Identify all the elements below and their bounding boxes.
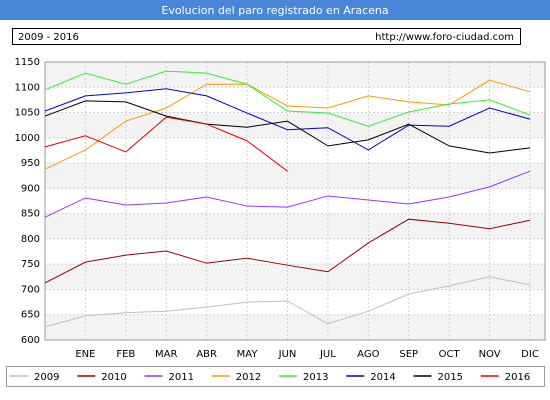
plot-band: [45, 163, 545, 189]
legend-label: 2011: [169, 372, 194, 383]
y-tick-label: 850: [21, 209, 40, 220]
y-tick-label: 1150: [15, 57, 40, 68]
info-box: [12, 28, 521, 45]
x-tick-label: MAR: [155, 349, 177, 360]
legend-label: 2015: [438, 372, 463, 383]
x-tick-label: ENE: [75, 349, 95, 360]
plot-band: [45, 314, 545, 340]
legend-label: 2010: [101, 372, 126, 383]
x-tick-label: JUL: [319, 349, 336, 360]
y-tick-label: 1050: [15, 108, 40, 119]
x-tick-label: NOV: [479, 349, 501, 360]
subtitle: 2009 - 2016: [18, 32, 79, 43]
plot-frame: [44, 61, 546, 341]
series-line: [44, 88, 531, 151]
series-line: [44, 100, 531, 154]
y-tick-label: 700: [21, 284, 40, 295]
y-tick-label: 800: [21, 234, 40, 245]
x-tick-label: DIC: [521, 349, 539, 360]
series-line: [44, 276, 531, 328]
x-tick-label: SEP: [399, 349, 418, 360]
series-line: [44, 218, 531, 284]
x-tick-label: ABR: [196, 349, 217, 360]
series-line: [44, 79, 531, 170]
x-tick-label: JUN: [278, 349, 297, 360]
series-line: [44, 70, 531, 127]
x-tick-label: AGO: [357, 349, 379, 360]
series-line: [44, 116, 288, 172]
plot-band: [45, 62, 545, 88]
source: http://www.foro-ciudad.com: [375, 32, 514, 43]
x-tick-label: MAY: [237, 349, 259, 360]
chart-title: Evolucion del paro registrado en Aracena: [161, 4, 388, 17]
y-tick-label: 750: [21, 259, 40, 270]
y-tick-label: 600: [21, 335, 40, 346]
plot-band: [45, 264, 545, 290]
legend-label: 2009: [34, 372, 59, 383]
plot-band: [45, 213, 545, 239]
y-tick-label: 900: [21, 183, 40, 194]
x-tick-label: OCT: [439, 349, 461, 360]
x-tick-label: FEB: [116, 349, 135, 360]
legend-label: 2014: [370, 372, 395, 383]
y-tick-label: 950: [21, 158, 40, 169]
y-tick-label: 650: [21, 310, 40, 321]
y-tick-label: 1000: [15, 133, 40, 144]
title-bar: [0, 0, 550, 20]
legend-label: 2012: [236, 372, 261, 383]
series-line: [44, 170, 531, 218]
legend-label: 2016: [505, 372, 530, 383]
legend-label: 2013: [303, 372, 328, 383]
plot-area: [45, 62, 545, 340]
legend-box: [6, 366, 545, 387]
y-tick-label: 1100: [15, 82, 40, 93]
